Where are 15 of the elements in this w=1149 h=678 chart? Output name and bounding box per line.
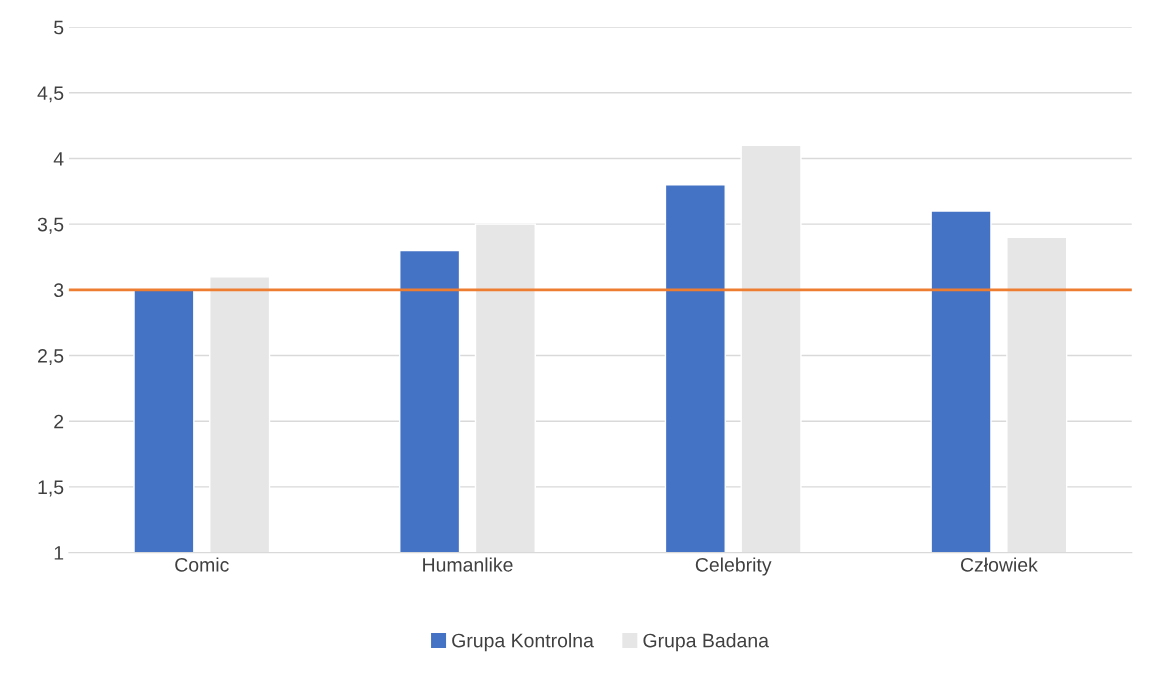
x-tick-label: Comic [175, 557, 229, 572]
x-tick-label: Człowiek [961, 557, 1038, 572]
y-tick-label: 4 [53, 152, 64, 166]
y-tick-label: 1,5 [38, 480, 64, 497]
legend-label: Grupa Kontrolna [452, 633, 594, 652]
x-tick-label: Celebrity [695, 557, 772, 576]
y-tick-label: 2 [54, 414, 64, 429]
y-tick-label: 3,5 [37, 217, 64, 234]
y-tick-label: 1 [54, 546, 64, 560]
y-tick-label: 5 [54, 20, 64, 35]
y-tick-label: 4,5 [37, 86, 64, 103]
legend-label: Grupa Badana [643, 633, 769, 652]
y-tick-label: 3 [54, 283, 64, 298]
x-tick-label: Humanlike [423, 557, 513, 572]
y-tick-label: 2,5 [38, 348, 64, 366]
